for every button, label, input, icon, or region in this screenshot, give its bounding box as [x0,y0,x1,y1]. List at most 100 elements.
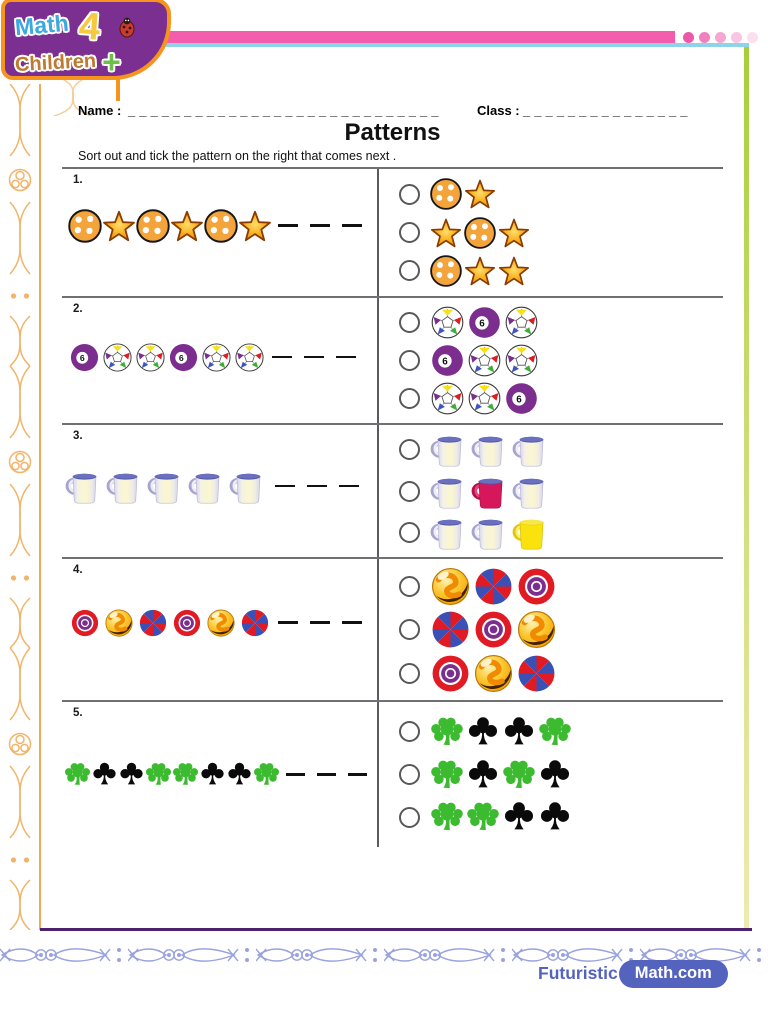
answer-option-b[interactable] [399,471,723,512]
radio-button[interactable] [399,183,420,205]
futuristicmath-logo: Futuristic Math.com [538,960,728,988]
answer-option-b[interactable] [399,609,723,650]
pattern-sequence [62,342,362,373]
radio-button[interactable] [399,662,420,684]
radio-button[interactable] [399,350,420,371]
blank-dash [342,621,362,624]
mug-white-icon [105,466,146,507]
shamrock-icon [502,758,536,792]
options-cell [377,425,723,557]
gold-star-icon [497,254,531,288]
pink-dot [747,32,758,43]
radio-button[interactable] [399,222,420,243]
question-number: 1. [73,174,83,186]
mug-white-icon [64,466,105,507]
shamrock-icon [64,761,91,788]
soccer-ball-icon [201,342,232,373]
club-icon [199,761,226,788]
radio-button[interactable] [399,439,420,461]
answer-option-b[interactable] [399,343,723,378]
polka-ball-icon [463,216,497,250]
mug-white-icon [470,429,511,470]
club-icon [538,800,572,834]
mug-white-icon [146,466,187,507]
marble-ball-icon [104,608,134,638]
pink-dot [731,32,742,43]
mug-white-icon [429,429,470,470]
class-write-line[interactable]: _______________ [523,103,692,118]
answer-option-a[interactable] [399,566,723,607]
left-border-line [39,84,41,930]
answer-option-c[interactable] [399,512,723,553]
answer-option-a[interactable] [399,715,723,749]
club-icon [226,761,253,788]
name-write-line[interactable]: ____________________________ [128,103,443,118]
radio-button[interactable] [399,260,420,282]
pattern-sequence [62,466,365,507]
answer-option-b[interactable] [399,216,723,250]
mug-white-icon [470,512,511,553]
question-number: 2. [73,303,83,315]
pinwheel-ball-icon [430,609,471,650]
club-icon [538,758,572,792]
radio-button[interactable] [399,806,420,828]
six-ball-icon [168,342,199,373]
radio-button[interactable] [399,619,420,640]
blank-dash [342,224,362,227]
class-label: Class : [477,103,520,118]
soccer-ball-icon [135,342,166,373]
six-ball-icon [504,381,539,416]
radio-button[interactable] [399,480,420,502]
radio-button[interactable] [399,388,420,409]
answer-option-a[interactable] [399,305,723,340]
six-ball-icon [467,305,502,340]
cyan-header-line [164,43,749,47]
radio-button[interactable] [399,721,420,743]
polka-ball-icon [429,177,463,211]
radio-button[interactable] [399,312,420,333]
shamrock-icon [253,761,280,788]
logo-word-children: Children [14,49,97,77]
ornament-motif [128,941,256,969]
pinwheel-ball-icon [138,608,168,638]
target-ball-icon [516,566,557,607]
blank-dash [286,773,305,776]
answer-option-c[interactable] [399,254,723,288]
ornament-motif [256,941,384,969]
marble-ball-icon [206,608,236,638]
answer-option-a[interactable] [399,429,723,470]
answer-option-c[interactable] [399,653,723,694]
logo-number-4: 4 [77,5,102,49]
soccer-ball-icon [467,381,502,416]
blank-dash [336,355,356,359]
left-ornament-border [0,84,40,930]
page-title: Patterns [344,119,441,146]
soccer-ball-icon [430,381,465,416]
blank-dash [304,355,324,359]
question-5: 5. [62,702,723,847]
polka-ball-icon [135,208,171,244]
question-3: 3. [62,425,723,559]
ornament-motif [0,366,40,648]
radio-button[interactable] [399,575,420,597]
radio-button[interactable] [399,521,420,543]
mug-white-icon [511,471,552,512]
math4children-logo: Math 4 Children + [1,0,171,80]
polka-ball-icon [203,208,239,244]
shamrock-icon [466,800,500,834]
gold-star-icon [497,216,531,250]
answer-option-c[interactable] [399,381,723,416]
radio-button[interactable] [399,764,420,785]
answer-option-a[interactable] [399,177,723,211]
answer-option-c[interactable] [399,800,723,834]
instruction-text: Sort out and tick the pattern on the rig… [78,149,397,163]
soccer-ball-icon [102,342,133,373]
answer-option-b[interactable] [399,758,723,792]
pinwheel-ball-icon [516,653,557,694]
target-ball-icon [172,608,202,638]
ornament-motif [0,84,40,366]
mug-white-icon [429,512,470,553]
mug-white-icon [187,466,228,507]
brand-prefix: Futuristic [538,963,618,984]
